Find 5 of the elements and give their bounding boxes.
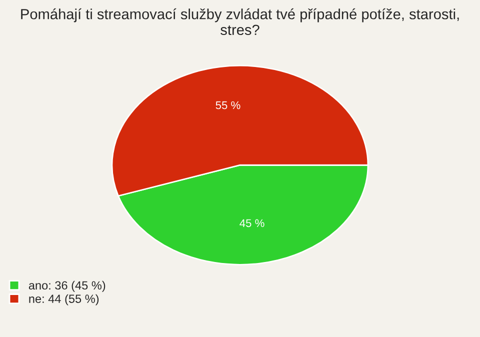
legend-label: ne: 44 (55 %) [29, 294, 99, 306]
legend-label: ano: 36 (45 %) [28, 280, 106, 292]
data-label: 55 % [216, 101, 240, 110]
chart-title: Pomáhají ti streamovací služby zvládat tvé případné potíže, starosti, stres? [21, 8, 459, 36]
data-label: 45 % [240, 219, 264, 228]
